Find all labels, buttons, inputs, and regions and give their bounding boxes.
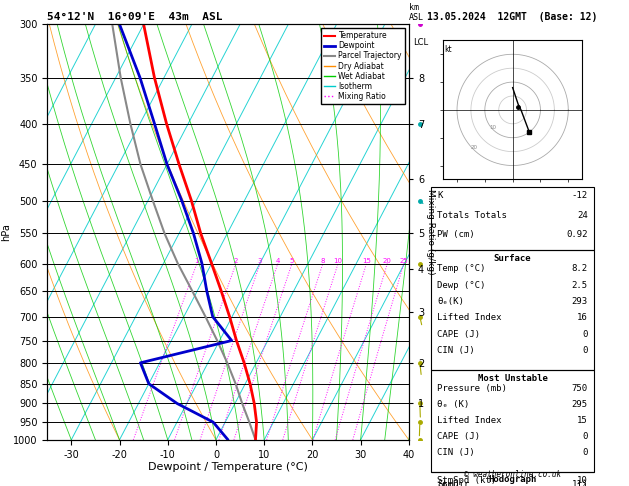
Text: 1: 1 [194,258,199,263]
Text: 15: 15 [362,258,371,263]
Text: 15: 15 [577,416,588,425]
Legend: Temperature, Dewpoint, Parcel Trajectory, Dry Adiabat, Wet Adiabat, Isotherm, Mi: Temperature, Dewpoint, Parcel Trajectory… [321,28,405,104]
Text: 295: 295 [572,400,588,409]
Bar [431,370,594,472]
Text: 11°: 11° [572,480,588,486]
Text: 20: 20 [470,145,477,150]
Text: Surface: Surface [494,254,532,263]
Text: θₑ(K): θₑ(K) [437,297,464,306]
Text: CAPE (J): CAPE (J) [437,330,481,339]
Bar [431,250,594,370]
Text: 16: 16 [577,313,588,322]
Text: 8.2: 8.2 [572,264,588,273]
Text: Lifted Index: Lifted Index [437,313,502,322]
Text: © weatheronline.co.uk: © weatheronline.co.uk [464,470,561,479]
Text: LCL: LCL [413,37,428,47]
Text: CIN (J): CIN (J) [437,448,475,457]
Text: StmSpd (kt): StmSpd (kt) [437,476,496,486]
Text: 293: 293 [572,297,588,306]
Text: Hodograph: Hodograph [489,475,537,485]
Text: 0.92: 0.92 [566,230,588,239]
Text: Dewp (°C): Dewp (°C) [437,280,486,290]
Text: 2.5: 2.5 [572,280,588,290]
Text: 8: 8 [321,258,325,263]
Text: 2: 2 [234,258,238,263]
Text: 54°12'N  16°09'E  43m  ASL: 54°12'N 16°09'E 43m ASL [47,12,223,22]
Text: Lifted Index: Lifted Index [437,416,502,425]
Text: SREH: SREH [437,483,459,486]
Text: 10: 10 [577,476,588,486]
Text: 10: 10 [489,125,497,130]
Text: 10: 10 [333,258,343,263]
Text: Pressure (mb): Pressure (mb) [437,384,507,394]
Text: 0: 0 [582,330,588,339]
Text: 4: 4 [276,258,280,263]
Text: K: K [437,191,443,200]
Text: Temp (°C): Temp (°C) [437,264,486,273]
Text: Most Unstable: Most Unstable [477,374,548,383]
Text: 0: 0 [582,448,588,457]
Y-axis label: hPa: hPa [1,223,11,241]
Text: 24: 24 [577,210,588,220]
Text: 0: 0 [582,432,588,441]
X-axis label: Dewpoint / Temperature (°C): Dewpoint / Temperature (°C) [148,462,308,472]
Text: kt: kt [445,45,452,53]
Text: CIN (J): CIN (J) [437,346,475,355]
Text: -14: -14 [572,483,588,486]
Text: 3: 3 [258,258,262,263]
Text: 0: 0 [582,346,588,355]
Text: StmDir: StmDir [437,480,470,486]
Text: CAPE (J): CAPE (J) [437,432,481,441]
Text: 25: 25 [399,258,408,263]
Text: 750: 750 [572,384,588,394]
Text: θₑ (K): θₑ (K) [437,400,470,409]
Text: PW (cm): PW (cm) [437,230,475,239]
Y-axis label: Mixing Ratio (g/kg): Mixing Ratio (g/kg) [426,189,435,275]
Text: km
ASL: km ASL [409,3,424,22]
Text: 5: 5 [290,258,294,263]
Text: -12: -12 [572,191,588,200]
Text: 20: 20 [383,258,392,263]
Text: 13.05.2024  12GMT  (Base: 12): 13.05.2024 12GMT (Base: 12) [428,12,598,22]
Text: Totals Totals: Totals Totals [437,210,507,220]
Bar [431,187,594,250]
